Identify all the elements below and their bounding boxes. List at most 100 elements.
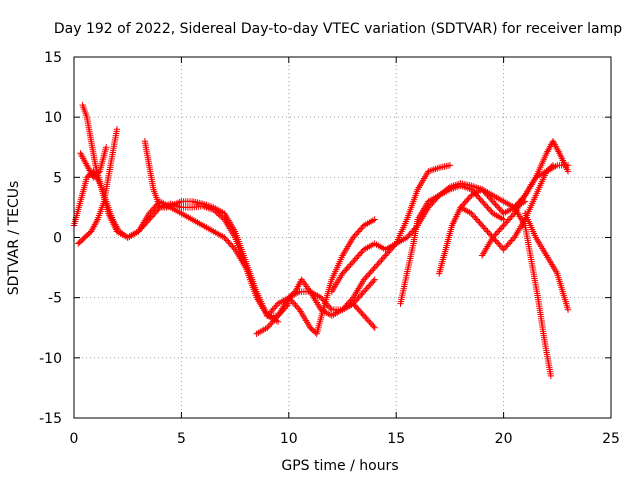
data-point [347,261,354,268]
data-point [325,303,333,310]
data-point [226,240,233,247]
data-point [348,295,356,303]
data-point [476,219,483,226]
data-point [375,259,382,267]
data-point [351,301,358,309]
data-point [355,228,362,235]
data-point [317,294,325,301]
data-point [152,208,160,216]
data-point [350,234,357,241]
data-point [491,232,498,240]
data-point [496,241,503,249]
data-point [368,279,376,286]
y-tick-label: -10 [39,351,62,367]
data-point [352,231,360,238]
data-point [474,193,482,201]
data-point [223,237,231,244]
grid [73,56,612,419]
data-point [367,320,374,327]
x-tick-label: 20 [495,431,513,447]
x-tick-labels: 0 5 10 15 20 25 [70,431,620,447]
data-point [148,207,156,214]
data-point [504,241,511,249]
data-point [378,256,385,264]
data-point [359,289,366,297]
data-point [371,324,378,331]
data-point [493,238,501,246]
series-trace-7 [264,216,378,337]
data-point [388,244,396,252]
data-point [496,226,503,234]
data-point [352,303,360,310]
data-point [366,318,373,325]
data-point [368,321,376,328]
series-trace-16 [521,210,572,313]
data-point [360,276,368,283]
data-point [501,244,509,252]
data-point [222,235,229,243]
data-point [371,276,378,283]
x-tick-label: 25 [602,431,620,447]
data-point [370,277,377,285]
data-point [549,162,557,169]
data-point [340,304,348,312]
data-point [480,223,487,231]
data-point [363,315,370,322]
data-point [503,219,510,226]
data-point [229,243,236,250]
data-point [344,264,352,271]
data-point [164,203,172,211]
data-point [468,210,475,217]
data-point [355,294,362,301]
data-point [499,208,506,216]
data-point [497,207,505,214]
data-point [264,324,271,331]
data-point [495,240,502,247]
data-point [150,205,157,213]
data-point [147,208,154,216]
data-point [367,268,374,276]
data-point [403,234,411,241]
data-point [371,264,378,271]
data-point [364,271,372,279]
data-point [460,201,467,208]
y-tick-label: 5 [53,170,62,186]
data-point [461,199,468,207]
data-point [230,244,237,252]
data-point [478,222,486,229]
data-point [470,213,478,220]
data-point [489,198,497,205]
data-point [274,318,282,325]
data-point [492,231,499,238]
data-point [499,223,506,231]
data-point [493,202,501,210]
chart-title: Day 192 of 2022, Sidereal Day-to-day VTE… [54,21,622,37]
data-point [358,291,365,298]
y-tick-labels: -15 -10 -5 0 5 10 15 [39,50,62,427]
data-point [264,312,271,319]
data-point [343,301,350,309]
data-point [354,304,361,312]
data-point [505,216,513,223]
data-point [507,238,514,246]
data-point [151,204,158,211]
data-point [489,234,497,241]
y-tick-label: -15 [39,411,62,427]
data-point [292,301,299,309]
data-point [362,274,369,282]
data-point [95,169,102,176]
data-point [476,195,483,202]
plot-frame [73,56,612,419]
data-point [346,262,353,270]
data-point [472,214,479,222]
series-trace-3 [75,126,121,247]
y-tick-label: 0 [53,231,62,247]
data-point [481,201,489,208]
series-trace-5 [141,138,282,325]
data-point [266,321,274,328]
data-point [382,252,389,259]
data-point [103,144,110,151]
data-point [486,231,494,238]
data-point [477,196,484,204]
